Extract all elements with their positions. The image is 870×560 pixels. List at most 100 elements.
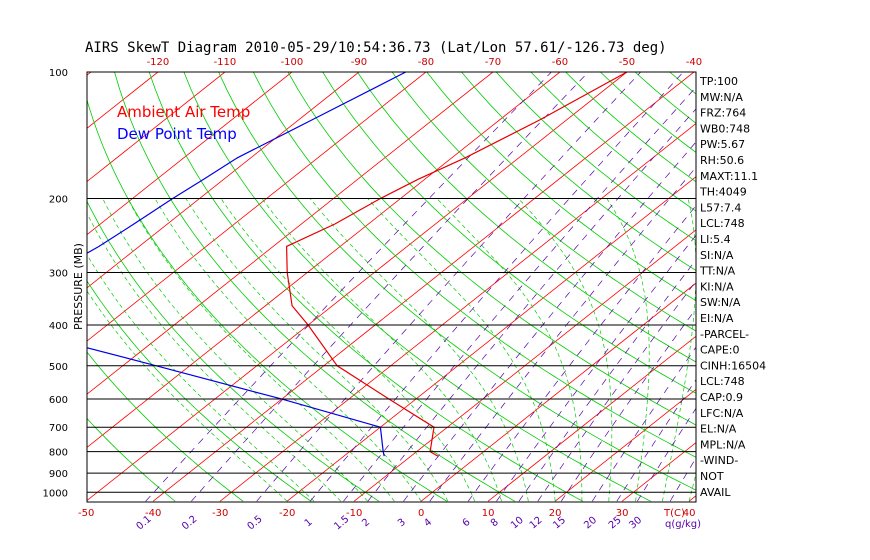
mixing-ratio-line bbox=[537, 280, 696, 502]
temperature-tick-label: -40 bbox=[145, 508, 161, 519]
isotherm-line bbox=[87, 72, 628, 502]
dry-adiabat-line bbox=[87, 280, 312, 502]
dew-point-line bbox=[87, 72, 407, 457]
isotherm-line bbox=[87, 72, 360, 289]
stability-index-item: LCL:748 bbox=[700, 375, 745, 388]
dry-adiabat-line bbox=[148, 72, 583, 502]
temperature-tick-label: 10 bbox=[482, 508, 495, 519]
stability-index-item: -PARCEL- bbox=[700, 328, 749, 341]
isotherm-line bbox=[219, 123, 696, 502]
stability-index-item: KI:N/A bbox=[700, 280, 734, 293]
mixing-ratio-line bbox=[403, 141, 696, 502]
stability-index-item: L57:7.4 bbox=[700, 201, 741, 214]
stability-index-item: LCL:748 bbox=[700, 217, 745, 230]
temperature-tick-label: -10 bbox=[346, 508, 362, 519]
pressure-tick-label: 1000 bbox=[43, 488, 68, 499]
moist-adiabat-line bbox=[185, 198, 449, 502]
dry-adiabat-line bbox=[357, 72, 696, 363]
mixing-ratio-line bbox=[367, 108, 696, 502]
stability-index-item: EL:N/A bbox=[700, 423, 737, 436]
top-temperature-tick-label: -90 bbox=[351, 57, 367, 68]
mixing-ratio-line bbox=[518, 259, 696, 502]
stability-index-item: RH:50.6 bbox=[700, 154, 744, 167]
top-temperature-tick-label: -110 bbox=[214, 57, 237, 68]
stability-index-item: -WIND- bbox=[700, 454, 738, 467]
stability-indices: TP:100 MW:N/A FRZ:764 WB0:748 PW:5.67 RH:50.6… bbox=[699, 75, 766, 499]
mixing-ratio-label: 0.2 bbox=[180, 514, 199, 533]
dry-adiabat-line bbox=[600, 72, 696, 153]
stability-index-item: PW:5.67 bbox=[700, 138, 745, 151]
temperature-tick-label: -30 bbox=[212, 508, 228, 519]
top-temperature-tick-label: -70 bbox=[485, 57, 501, 68]
mixing-ratio-label: 20 bbox=[582, 515, 599, 532]
stability-index-item: MPL:N/A bbox=[700, 438, 746, 451]
moist-adiabat-line bbox=[261, 198, 502, 502]
isotherm-line bbox=[87, 72, 293, 236]
stability-index-item: MAXT:11.1 bbox=[700, 170, 758, 183]
dry-adiabat-line bbox=[87, 351, 244, 502]
dry-adiabat-line bbox=[739, 72, 870, 501]
stability-index-item: SI:N/A bbox=[700, 249, 734, 262]
stability-index-item: EI:N/A bbox=[700, 312, 734, 325]
isotherm-line bbox=[756, 72, 870, 501]
moist-adiabat-line bbox=[87, 253, 315, 502]
moist-adiabat-line bbox=[606, 198, 650, 502]
mixing-ratio-line bbox=[616, 379, 696, 502]
stability-index-item: TH:4049 bbox=[699, 186, 747, 199]
dry-adiabat-line bbox=[87, 417, 176, 502]
grid-lines bbox=[87, 72, 870, 502]
stability-index-item: CAPE:0 bbox=[700, 344, 740, 357]
mixing-ratio-line bbox=[310, 72, 684, 502]
mixing-ratio-label: 8 bbox=[489, 517, 501, 530]
moist-adiabat-line bbox=[309, 198, 529, 502]
mixing-ratio-label: 30 bbox=[627, 515, 644, 532]
pressure-tick-label: 700 bbox=[49, 423, 68, 434]
temperature-tick-label: -50 bbox=[78, 508, 94, 519]
mixing-ratio-label: 4 bbox=[422, 517, 434, 530]
mixing-ratio-line bbox=[145, 72, 552, 502]
moist-adiabat-line bbox=[220, 198, 476, 502]
mixing-ratio-label: 3 bbox=[396, 517, 408, 530]
dry-adiabat-line bbox=[774, 72, 870, 501]
isotherm-line bbox=[823, 72, 870, 501]
pressure-tick-label: 300 bbox=[49, 269, 68, 280]
dry-adiabat-line bbox=[634, 72, 696, 124]
stability-index-item: WB0:748 bbox=[700, 122, 750, 135]
pressure-tick-label: 100 bbox=[49, 68, 68, 79]
dry-adiabat-line bbox=[252, 72, 696, 458]
stability-index-item: FRZ:764 bbox=[700, 107, 746, 120]
mixing-ratio-label: 10 bbox=[509, 515, 526, 532]
stability-index-item: SW:N/A bbox=[700, 296, 741, 309]
temperature-tick-label: 20 bbox=[549, 508, 562, 519]
isotherm-line bbox=[87, 72, 226, 182]
mixing-ratio-label: 0.5 bbox=[245, 514, 264, 533]
pressure-tick-label: 600 bbox=[49, 395, 68, 406]
mixing-ratio-line bbox=[429, 166, 696, 502]
mixing-ratio-line bbox=[561, 308, 696, 502]
moist-adiabat-line bbox=[127, 198, 395, 502]
isotherm-line bbox=[621, 442, 696, 502]
top-temperature-tick-label: -50 bbox=[619, 57, 635, 68]
moist-adiabat-line bbox=[436, 198, 583, 502]
mixing-ratio-label: 2 bbox=[360, 517, 372, 530]
temperature-tick-label: 40 bbox=[683, 508, 696, 519]
pressure-tick-label: 500 bbox=[49, 362, 68, 373]
moist-adiabat-line bbox=[87, 212, 341, 502]
dry-adiabat-line bbox=[87, 200, 380, 502]
dry-adiabat-line bbox=[287, 72, 696, 426]
dry-adiabat-line bbox=[322, 72, 696, 394]
legend-dew-point-temp: Dew Point Temp bbox=[117, 125, 237, 143]
stability-index-item: TP:100 bbox=[699, 75, 738, 88]
stability-index-item: TT:N/A bbox=[699, 265, 736, 278]
top-temperature-tick-label: -120 bbox=[147, 57, 170, 68]
mixing-ratio-line bbox=[496, 234, 696, 502]
legend-ambient-air-temp: Ambient Air Temp bbox=[117, 103, 250, 121]
mixing-ratio-line bbox=[256, 72, 641, 502]
dry-adiabat-line bbox=[426, 72, 696, 302]
stability-index-item: LI:5.4 bbox=[700, 233, 731, 246]
dry-adiabat-line bbox=[391, 72, 696, 332]
stability-index-item: CAP:0.9 bbox=[700, 391, 743, 404]
dry-adiabat-line bbox=[183, 72, 651, 502]
pressure-tick-label: 900 bbox=[49, 469, 68, 480]
